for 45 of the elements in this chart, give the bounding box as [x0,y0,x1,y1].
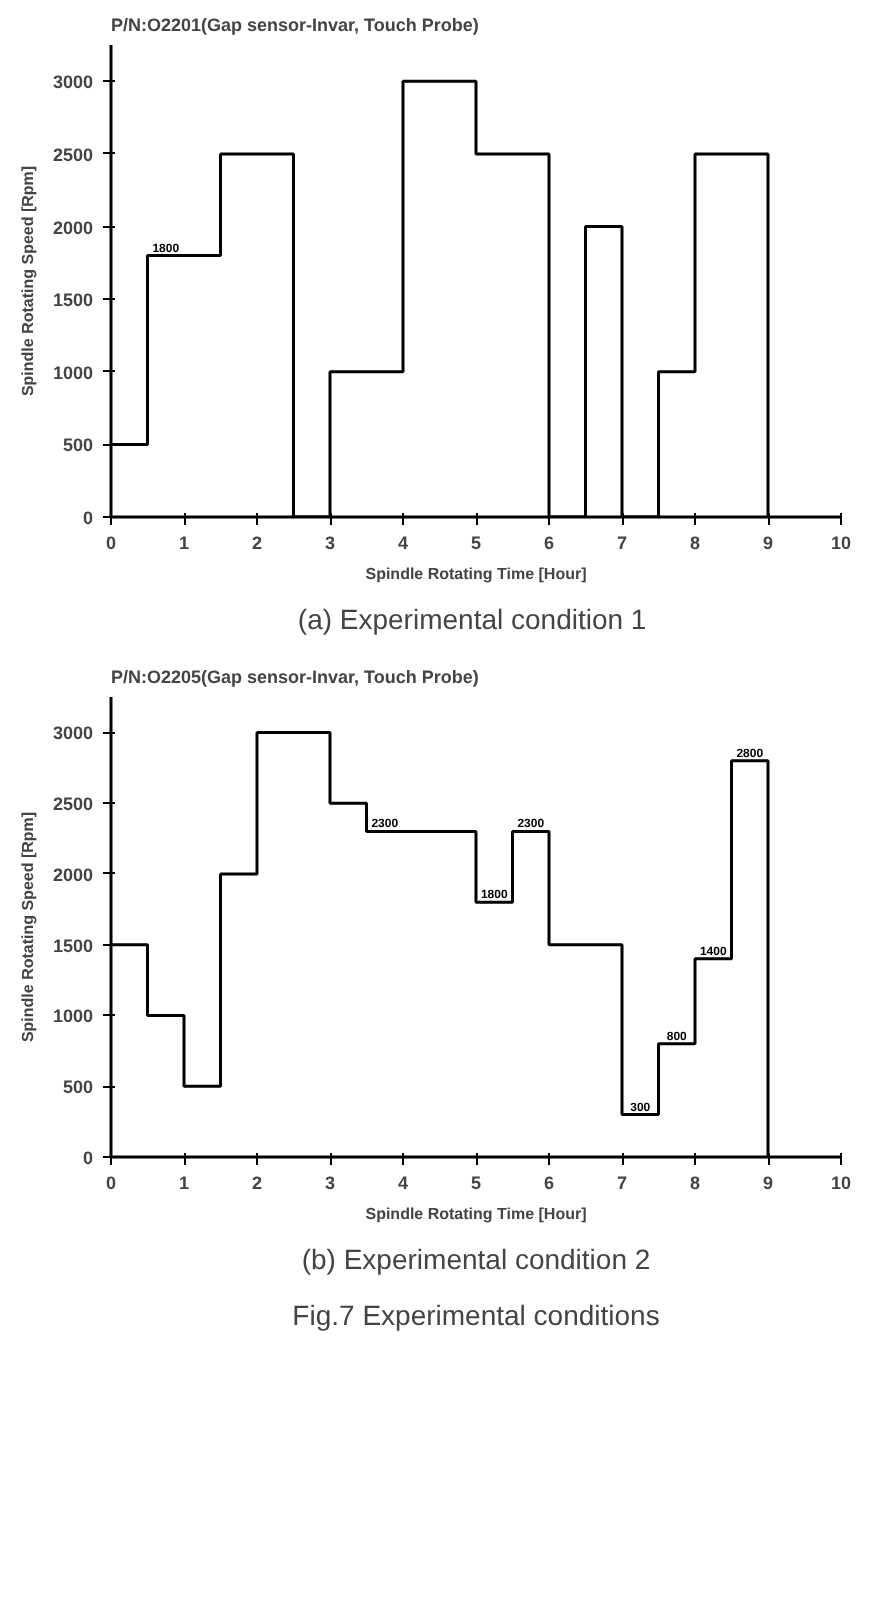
x-tick-label: 1 [178,533,190,553]
y-tick-label: 0 [82,508,94,528]
x-tick-label: 7 [616,533,628,553]
y-tick-label: 3000 [52,72,94,93]
y-tick-label: 1500 [52,935,94,956]
x-tick-label: 10 [830,533,852,553]
y-tick-label: 500 [62,435,94,456]
text: (a) Experimental condition 1 [297,603,647,635]
x-tick-label: 5 [470,1173,482,1193]
y-tick-label: 2500 [52,144,94,165]
x-tick-label: 6 [543,533,555,553]
x-tick-label: 9 [762,1173,774,1193]
x-tick-label: 4 [397,533,409,553]
y-tick-label: 3000 [52,723,94,744]
x-tick-label: 9 [762,533,774,553]
chart-title: P/N:O2201(Gap sensor-Invar, Touch Probe) [111,15,479,35]
y-tick-label: 2000 [52,864,94,885]
y-tick-label: 500 [62,1077,94,1098]
x-tick-label: 0 [105,533,117,553]
x-tick-label: 6 [543,1173,555,1193]
x-tick-label: 8 [689,1173,701,1193]
y-tick-label: 2500 [52,794,94,815]
x-axis-title: Spindle Rotating Time [Hour] [365,565,588,583]
x-axis-title: Spindle Rotating Time [Hour] [365,1205,588,1223]
y-axis-title: Spindle Rotating Speed [Rpm] [18,811,37,1043]
x-tick-label: 0 [105,1173,117,1193]
x-tick-label: 5 [470,533,482,553]
y-tick-label: 1000 [52,1006,94,1027]
y-tick-label: 0 [82,1148,94,1168]
text: (b) Experimental condition 2 [301,1243,651,1275]
y-axis-title: Spindle Rotating Speed [Rpm] [18,165,37,397]
y-tick-label: 2000 [52,217,94,238]
x-tick-label: 10 [830,1173,852,1193]
caption: Fig.7 Experimental conditions [292,1299,660,1331]
x-tick-label: 3 [324,1173,336,1193]
chart-title: P/N:O2205(Gap sensor-Invar, Touch Probe) [111,667,479,687]
x-tick-label: 7 [616,1173,628,1193]
x-tick-label: 3 [324,533,336,553]
x-tick-label: 2 [251,533,263,553]
x-tick-label: 1 [178,1173,190,1193]
x-tick-label: 8 [689,533,701,553]
x-tick-label: 2 [251,1173,263,1193]
x-tick-label: 4 [397,1173,409,1193]
y-tick-label: 1500 [52,290,94,311]
y-tick-label: 1000 [52,362,94,383]
